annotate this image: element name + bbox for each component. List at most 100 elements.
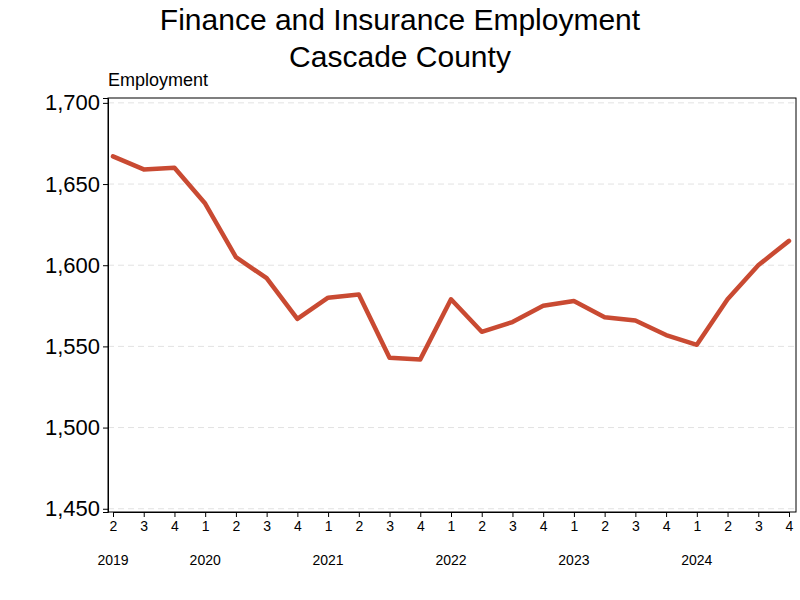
x-tick-mark	[297, 512, 298, 517]
grid-line	[108, 102, 796, 103]
x-tick: 4	[663, 512, 671, 534]
y-tick-mark	[103, 428, 108, 429]
x-tick-label: 3	[509, 518, 517, 534]
y-tick-label: 1,700	[45, 90, 100, 115]
x-tick: 3	[632, 512, 640, 534]
x-tick-label: 1	[571, 518, 579, 534]
year-label: 2021	[313, 552, 344, 568]
year-label: 2024	[681, 552, 712, 568]
x-tick-label: 3	[632, 518, 640, 534]
y-tick-label: 1,450	[45, 496, 100, 521]
x-tick-mark	[728, 512, 729, 517]
x-tick-mark	[144, 512, 145, 517]
x-tick-label: 2	[110, 518, 118, 534]
x-axis-line	[114, 513, 790, 518]
y-tick-mark	[103, 184, 108, 185]
x-tick-label: 4	[171, 518, 179, 534]
x-tick-label: 3	[386, 518, 394, 534]
x-tick-label: 4	[294, 518, 302, 534]
y-tick-label: 1,500	[45, 415, 100, 440]
x-tick-mark	[113, 512, 114, 517]
y-tick-mark	[103, 346, 108, 347]
y-axis: 1,450 1,500 1,550 1,600 1,650 1,700	[45, 90, 109, 521]
y-tick: 1,500	[45, 415, 108, 440]
x-tick: 4	[417, 512, 425, 534]
x-tick: 2	[110, 512, 118, 534]
y-tick: 1,700	[45, 90, 108, 115]
grid-line	[108, 346, 796, 347]
x-tick-mark	[605, 512, 606, 517]
x-tick-mark	[512, 512, 513, 517]
grid-line	[108, 184, 796, 185]
x-tick: 1	[325, 512, 333, 534]
x-tick-mark	[174, 512, 175, 517]
x-tick: 4	[540, 512, 548, 534]
y-tick-label: 1,650	[45, 172, 100, 197]
year-label: 2022	[435, 552, 466, 568]
x-tick-label: 1	[325, 518, 333, 534]
x-tick: 1	[571, 512, 579, 534]
year-label: 2019	[97, 552, 128, 568]
plot-area	[113, 156, 789, 359]
x-tick: 3	[509, 512, 517, 534]
x-tick-label: 2	[601, 518, 609, 534]
y-tick-mark	[103, 509, 108, 510]
x-tick-mark	[205, 512, 206, 517]
year-labels: 201920202021202220232024	[97, 552, 712, 568]
x-tick-mark	[758, 512, 759, 517]
y-tick: 1,600	[45, 253, 108, 278]
x-tick-mark	[390, 512, 391, 517]
x-tick-mark	[328, 512, 329, 517]
grid	[108, 103, 796, 509]
x-tick-label: 1	[693, 518, 701, 534]
x-tick: 1	[448, 512, 456, 534]
x-tick-mark	[543, 512, 544, 517]
grid-line	[108, 508, 796, 509]
x-tick: 3	[755, 512, 763, 534]
x-tick: 3	[386, 512, 394, 534]
year-label: 2020	[190, 552, 221, 568]
x-tick-mark	[482, 512, 483, 517]
x-tick-label: 4	[663, 518, 671, 534]
x-tick-label: 1	[202, 518, 210, 534]
x-tick-label: 1	[448, 518, 456, 534]
x-tick-label: 4	[786, 518, 794, 534]
x-tick-mark	[359, 512, 360, 517]
y-axis-line	[103, 99, 109, 513]
x-tick-label: 4	[417, 518, 425, 534]
x-tick: 2	[478, 512, 486, 534]
x-tick-mark	[236, 512, 237, 517]
x-tick-label: 3	[140, 518, 148, 534]
y-tick-label: 1,550	[45, 334, 100, 359]
x-tick-label: 2	[478, 518, 486, 534]
x-tick: 3	[263, 512, 271, 534]
x-tick-label: 3	[263, 518, 271, 534]
x-tick-label: 2	[724, 518, 732, 534]
x-tick: 2	[724, 512, 732, 534]
x-tick-mark	[574, 512, 575, 517]
chart: Finance and Insurance EmploymentCascade …	[0, 0, 800, 600]
x-axis: 2 3 4 1 2 3 4 1 2 3 4 1 2 3 4 1 2 3 4 1 2 3 4	[110, 512, 794, 534]
y-tick-label: 1,600	[45, 253, 100, 278]
y-tick: 1,650	[45, 172, 108, 197]
x-tick-label: 2	[233, 518, 241, 534]
x-tick-label: 4	[540, 518, 548, 534]
x-tick-mark	[635, 512, 636, 517]
x-tick-label: 2	[355, 518, 363, 534]
x-tick: 2	[601, 512, 609, 534]
data-line	[113, 156, 789, 359]
grid-line	[108, 427, 796, 428]
x-tick-mark	[420, 512, 421, 517]
plot-frame	[108, 98, 796, 512]
x-tick: 1	[693, 512, 701, 534]
x-tick: 3	[140, 512, 148, 534]
x-tick-mark	[789, 512, 790, 517]
x-tick-mark	[666, 512, 667, 517]
x-tick-label: 3	[755, 518, 763, 534]
y-tick-mark	[103, 265, 108, 266]
y-tick-mark	[103, 103, 108, 104]
x-tick: 2	[355, 512, 363, 534]
x-tick: 1	[202, 512, 210, 534]
x-tick: 4	[171, 512, 179, 534]
y-tick: 1,550	[45, 334, 108, 359]
